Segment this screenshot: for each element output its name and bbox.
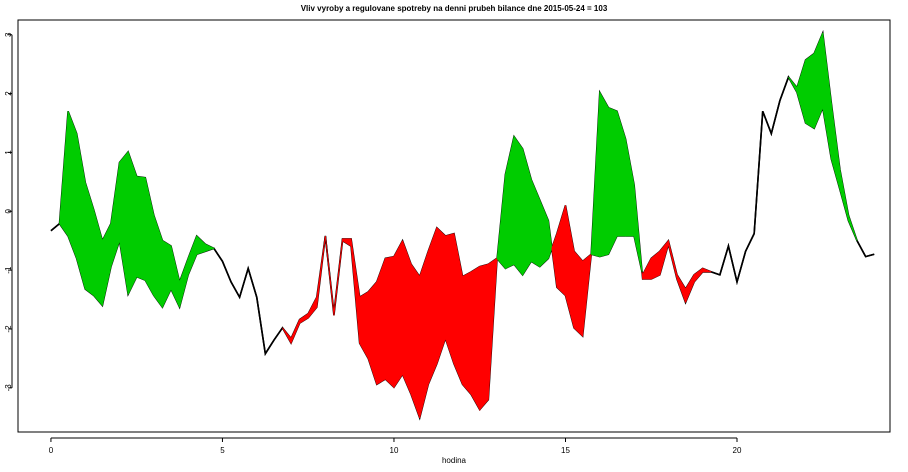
difference-fill [377,258,386,384]
difference-fill [471,267,480,410]
difference-fill [591,92,600,256]
difference-fill [94,210,103,305]
difference-fill [102,224,111,306]
x-tick-label: 20 [733,446,742,455]
difference-fill [385,257,394,388]
difference-fill [308,297,317,318]
difference-fill [188,236,197,275]
y-tick-label: 0 [4,209,13,214]
difference-fill [111,162,120,266]
difference-fill [334,239,343,316]
x-tick-label: 0 [49,446,54,455]
difference-fill [583,254,592,336]
difference-fill [488,258,497,399]
difference-fill [317,236,326,307]
difference-fill [368,282,377,384]
y-tick-label: -2 [4,325,13,333]
difference-fill [565,205,574,327]
y-tick-label: 1 [4,150,13,155]
difference-fill [677,275,686,303]
x-tick-label: 10 [390,446,399,455]
difference-fill [291,320,300,344]
difference-fill [394,241,403,388]
difference-fill [806,54,815,129]
difference-fill [814,33,823,128]
difference-fill [797,60,806,123]
difference-fill [282,328,291,343]
difference-fill [351,239,360,343]
difference-fill [162,241,171,308]
difference-fill [420,251,429,418]
difference-fill [403,241,412,395]
difference-fill [437,228,446,364]
difference-fill [137,177,146,281]
difference-fill [120,152,129,294]
difference-fill [686,275,695,303]
difference-fill [463,272,472,394]
x-tick-label: 15 [561,446,570,455]
difference-fill [703,268,712,272]
x-axis-label: hodina [442,456,467,465]
difference-fill [600,92,609,256]
difference-fill [154,215,163,307]
difference-fill [480,264,489,409]
difference-fill [171,246,180,307]
difference-fill [574,251,583,336]
difference-fill [651,251,660,279]
difference-fill [128,152,137,294]
difference-fill [300,314,309,323]
difference-fill [531,180,540,267]
difference-fill [60,111,69,236]
difference-fill [325,236,334,315]
difference-fill [145,178,154,296]
y-tick-label: -3 [4,384,13,392]
difference-fill [85,182,94,295]
difference-fill [540,200,549,267]
difference-fill [626,139,635,236]
difference-fill [552,234,557,288]
difference-fill [360,292,369,359]
difference-fill [514,137,523,275]
difference-fill [68,111,77,258]
difference-fill [523,149,532,275]
y-tick-label: 3 [4,32,13,37]
difference-fill [840,169,849,220]
difference-fill [205,244,214,251]
difference-fill [694,268,703,282]
y-tick-label: 2 [4,91,13,96]
difference-fill [505,137,514,269]
difference-fill [848,215,857,240]
difference-fill [497,174,505,268]
difference-fill [197,236,206,254]
difference-fill [557,205,566,295]
difference-fill [428,228,437,385]
difference-fill [608,108,617,255]
difference-fill [788,77,797,92]
difference-fill [343,239,352,246]
x-tick-label: 5 [220,446,225,455]
difference-fill [823,33,832,159]
difference-fill [668,241,677,279]
difference-fill [617,111,626,236]
difference-fill [411,264,420,418]
difference-fill [634,185,642,272]
difference-fill [660,241,669,275]
difference-fill [454,234,463,385]
y-tick-label: -1 [4,266,13,274]
chart-title: Vliv vyroby a regulovane spotreby na den… [301,4,608,13]
difference-fill [643,258,652,279]
